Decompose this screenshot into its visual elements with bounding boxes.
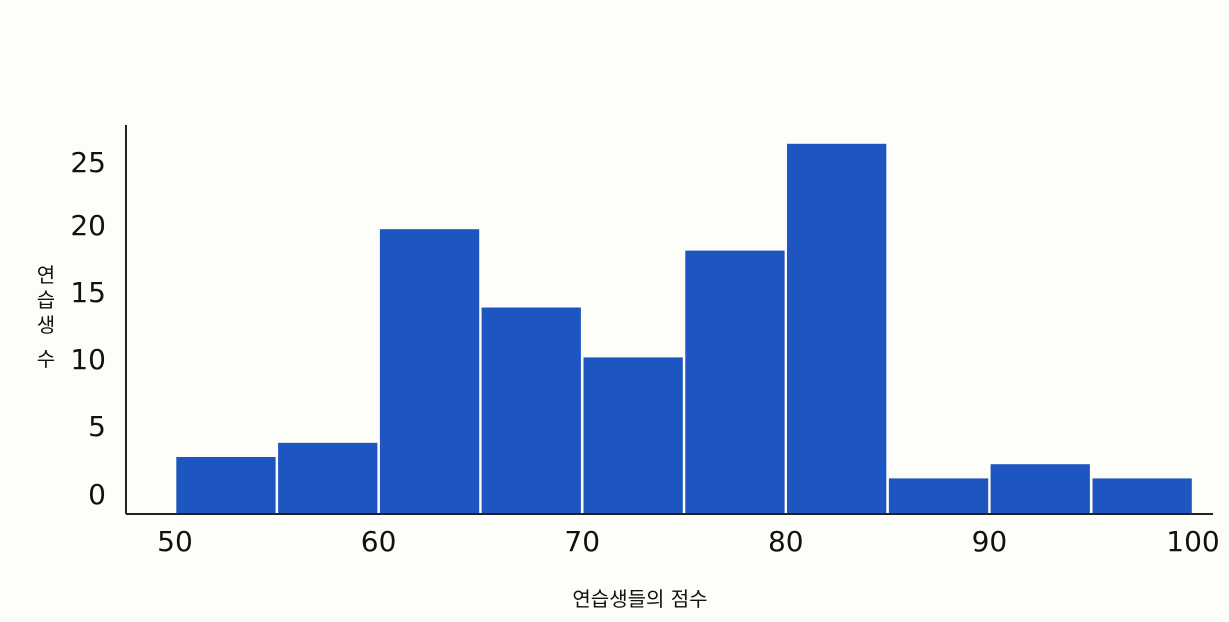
x-tick-label: 90: [972, 525, 1008, 558]
y-tick-label: 25: [70, 146, 106, 179]
y-tick-label: 20: [70, 209, 106, 242]
y-tick-label: 0: [88, 478, 106, 511]
bars-group: [176, 143, 1192, 515]
bar-65-70: [481, 307, 581, 514]
y-axis-title-char: 생: [37, 313, 55, 337]
bar-60-65: [379, 229, 480, 514]
x-tick-label: 50: [157, 525, 193, 558]
bar-75-80: [685, 250, 785, 514]
bar-85-90: [888, 478, 989, 514]
x-tick-label: 70: [564, 525, 600, 558]
x-tick-label: 80: [768, 525, 804, 558]
x-tick-label: 60: [361, 525, 397, 558]
bar-95-100: [1092, 478, 1192, 514]
bar-50-55: [176, 457, 276, 514]
y-axis-title-char: 수: [37, 347, 55, 371]
y-tick-label: 15: [70, 276, 106, 309]
bar-80-85: [787, 143, 887, 515]
y-tick-labels: 0 5 10 15 20 25: [70, 146, 106, 511]
y-tick-label: 10: [70, 343, 106, 376]
y-tick-label: 5: [88, 410, 106, 443]
y-axis-title-char: 습: [37, 288, 55, 312]
x-axis-title: 연습생들의 점수: [572, 587, 707, 611]
x-tick-label: 100: [1166, 525, 1219, 558]
bar-70-75: [583, 357, 683, 514]
bar-55-60: [278, 442, 378, 514]
x-tick-labels: 50 60 70 80 90 100: [157, 525, 1220, 558]
y-axis-title-char: 연: [37, 263, 55, 287]
bar-90-95: [990, 464, 1090, 514]
